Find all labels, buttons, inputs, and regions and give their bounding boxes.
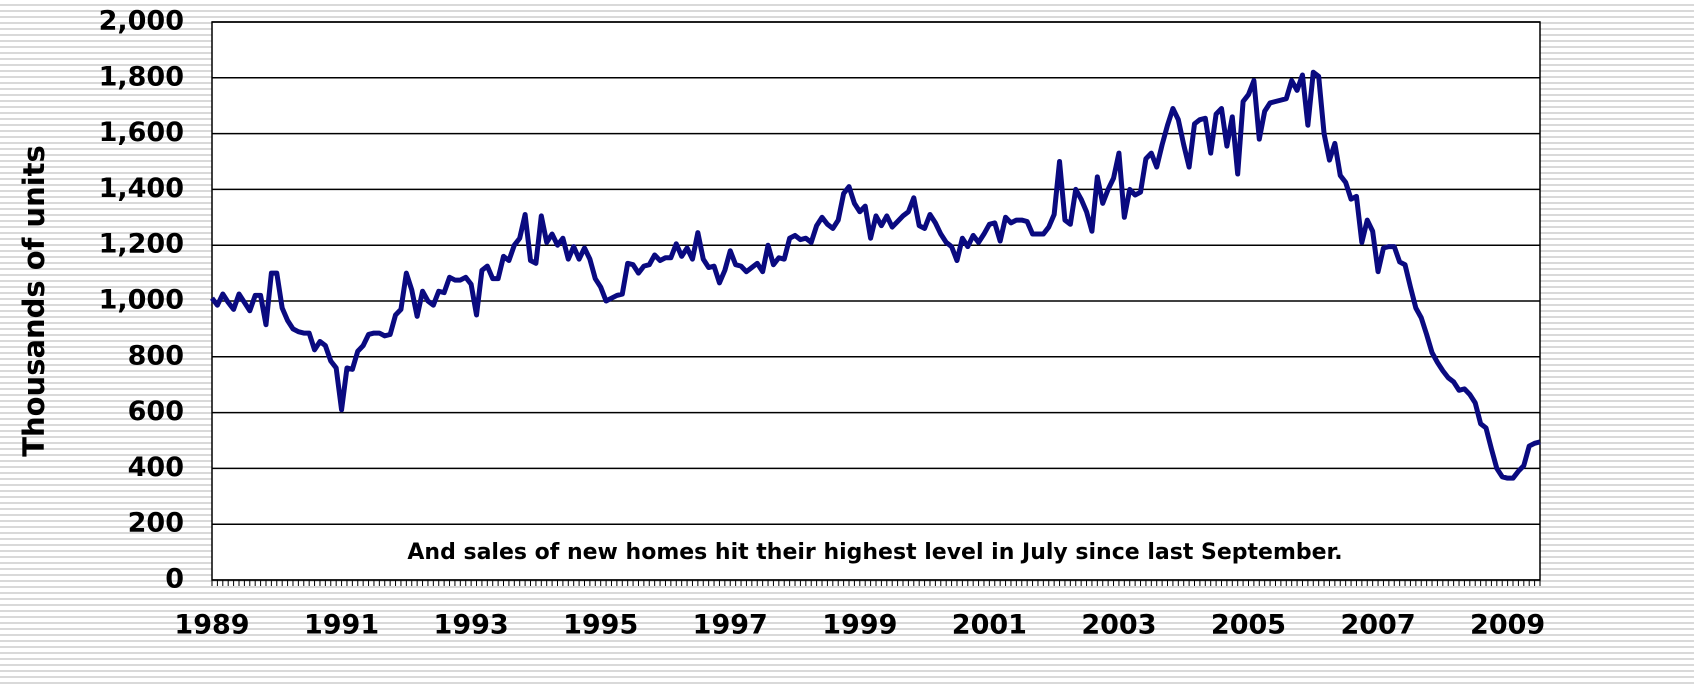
x-tick-label: 1997	[693, 610, 768, 641]
x-tick-label: 1989	[174, 610, 249, 641]
annotation: And sales of new homes hit their highest…	[407, 540, 1342, 565]
y-tick-label: 0	[165, 564, 184, 595]
y-tick-label: 1,000	[99, 285, 184, 316]
x-tick-label: 1999	[822, 610, 897, 641]
y-tick-label: 800	[128, 340, 184, 371]
x-tick-label: 2005	[1211, 610, 1286, 641]
y-tick-label: 400	[128, 452, 184, 483]
y-tick-label: 1,600	[99, 117, 184, 148]
data-line	[210, 69, 1541, 481]
x-tick-label: 2003	[1081, 610, 1156, 641]
y-tick-label: 600	[128, 396, 184, 427]
x-tick-label: 2009	[1470, 610, 1545, 641]
x-tick-label: 2007	[1340, 610, 1415, 641]
y-tick-label: 1,200	[99, 229, 184, 260]
y-tick-label: 2,000	[99, 6, 184, 37]
x-tick-label: 1991	[304, 610, 379, 641]
y-axis-label: Thousands of units	[17, 145, 51, 457]
y-tick-label: 1,400	[99, 173, 184, 204]
y-tick-label: 200	[128, 508, 184, 539]
x-tick-label: 2001	[952, 610, 1027, 641]
x-tick-label: 1993	[434, 610, 509, 641]
y-tick-label: 1,800	[99, 61, 184, 92]
x-tick-label: 1995	[563, 610, 638, 641]
